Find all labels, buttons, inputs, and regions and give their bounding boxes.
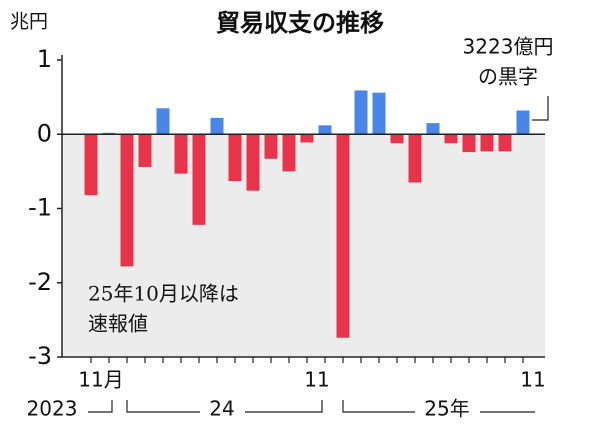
bar <box>372 92 386 135</box>
year-label: 2023 <box>27 397 78 421</box>
bar <box>480 134 494 152</box>
bar <box>408 134 422 183</box>
bar <box>174 134 188 174</box>
bar <box>354 90 368 135</box>
bar <box>210 117 224 135</box>
y-tick-label: -2 <box>28 268 52 296</box>
bar <box>282 134 296 172</box>
bar <box>318 125 332 135</box>
bar <box>300 134 314 143</box>
y-tick-label: -3 <box>28 342 52 370</box>
bar <box>390 134 404 144</box>
bar <box>192 134 206 225</box>
year-label: 25年 <box>424 397 469 421</box>
bar <box>228 134 242 182</box>
bar <box>84 134 98 196</box>
y-tick-label: 1 <box>37 45 52 73</box>
negative-area <box>62 134 545 357</box>
y-tick-label: -1 <box>28 194 52 222</box>
annotation: 3223億円 <box>463 35 554 59</box>
bar <box>156 108 170 135</box>
year-label: 24 <box>209 397 234 421</box>
bar <box>462 134 476 153</box>
y-tick-label: 0 <box>37 119 52 147</box>
bar <box>498 134 512 152</box>
x-tick-label: 11 <box>304 368 329 392</box>
annotation: 25年10月以降は <box>88 282 239 306</box>
bar <box>264 134 278 159</box>
bar <box>426 123 440 135</box>
x-tick-label: 11月 <box>78 368 123 392</box>
annotation: 速報値 <box>88 312 148 336</box>
bar <box>444 134 458 144</box>
annotation: の黒字 <box>478 65 538 89</box>
bar <box>246 134 260 191</box>
bar <box>336 134 350 338</box>
bar <box>138 134 152 167</box>
year-bracket <box>342 400 535 413</box>
chart-title: 貿易収支の推移 <box>216 9 384 37</box>
leader-line <box>532 96 549 121</box>
bar <box>120 134 134 267</box>
bar <box>516 110 530 135</box>
y-unit: 兆円 <box>10 11 48 33</box>
year-bracket <box>88 400 113 413</box>
x-tick-label: 11 <box>520 368 545 392</box>
year-bracket <box>126 400 323 413</box>
